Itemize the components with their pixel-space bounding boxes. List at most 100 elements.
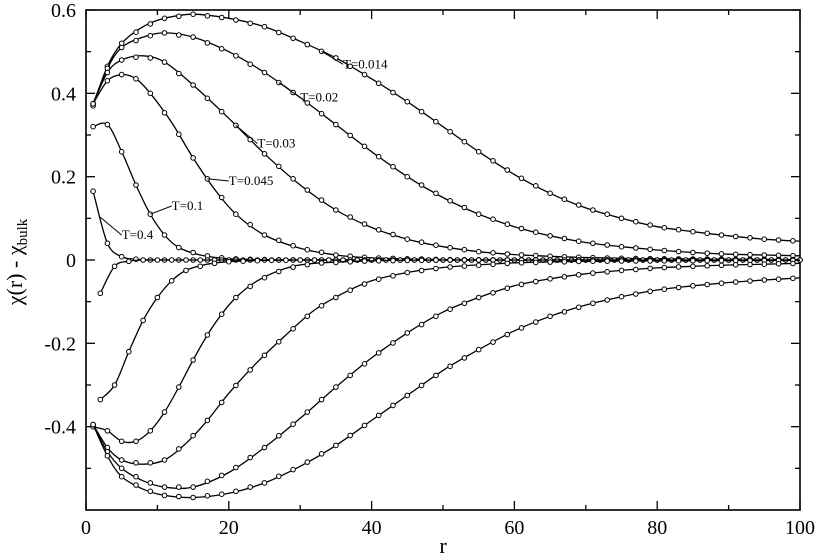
data-point [418,382,425,389]
data-point [361,258,368,264]
series-T=0.014 [90,11,801,244]
series-label: T=0.02 [300,90,338,105]
data-point [233,488,239,495]
y-tick-label: -0.2 [44,333,76,355]
data-point [675,226,682,233]
series-label: T=0.045 [229,173,274,188]
data-point [176,13,182,20]
y-tick-label: 0.4 [51,83,76,105]
series-line [99,259,800,401]
data-point [190,494,196,501]
data-point [218,491,225,498]
data-point [633,258,639,264]
data-point [361,221,368,227]
data-point [318,110,325,117]
data-point [290,264,296,270]
data-point [661,247,668,254]
data-point [704,250,711,256]
label-leader [235,125,258,144]
x-tick-label: 0 [81,517,91,539]
data-point [390,340,396,346]
data-point [490,250,496,256]
data-point [533,319,539,325]
data-point [404,236,411,242]
data-point [475,248,482,255]
data-point [718,232,725,238]
data-point [533,183,539,189]
data-point [204,332,211,338]
series-line [92,55,801,261]
data-point [747,278,753,284]
data-point [161,232,168,238]
data-point [418,321,425,328]
series-line [92,122,800,261]
data-point [261,352,268,359]
data-point [375,258,382,264]
data-point [390,402,396,409]
data-point [218,311,225,318]
data-point [590,270,596,276]
data-point [490,216,496,222]
data-point [197,257,203,263]
data-point [368,257,375,263]
data-point [490,290,496,296]
data-point [561,309,568,315]
data-point [218,399,225,406]
data-point [218,46,225,52]
data-point [461,246,468,253]
x-tick-label: 40 [362,517,382,539]
data-point [204,417,211,424]
data-point [461,257,468,263]
data-point [276,237,282,244]
data-point [233,294,239,301]
data-point [161,59,168,65]
data-point [661,224,668,231]
data-point [176,446,182,452]
data-point [504,260,511,267]
data-point [461,138,468,145]
data-point [747,235,753,241]
data-point [533,278,539,285]
data-point [197,263,203,270]
series-label: T=0.1 [172,198,204,213]
data-point [561,259,568,265]
data-point [475,346,482,353]
data-point [161,457,168,463]
data-point [704,263,711,269]
data-point [618,243,625,250]
data-point [575,272,582,278]
data-point [618,215,625,222]
data-point [461,263,468,269]
data-point [254,257,261,264]
data-point [604,269,611,275]
data-point [404,98,411,105]
data-point [575,238,582,244]
data-point [161,110,168,116]
data-point [233,17,239,23]
data-point [204,95,211,102]
data-point [147,488,154,495]
data-point [761,236,768,242]
data-point [247,454,253,461]
y-tick-label: 0.2 [51,167,76,189]
data-point [183,267,189,274]
data-point [133,482,139,488]
data-point [333,442,339,449]
data-point [447,264,453,270]
data-point [390,163,396,170]
data-point [661,258,668,264]
data-point [490,261,496,268]
data-point [261,23,268,30]
data-point [276,29,282,36]
data-point [276,433,282,439]
data-point [618,267,625,274]
data-point [204,40,211,46]
y-axis-title-main: χ(r) - χ [2,245,27,306]
series-curve-6 [97,257,803,297]
data-point [126,258,132,265]
data-point [190,357,196,363]
data-point [404,330,411,336]
data-point [290,466,296,473]
data-point [133,460,139,466]
data-point [126,348,132,355]
